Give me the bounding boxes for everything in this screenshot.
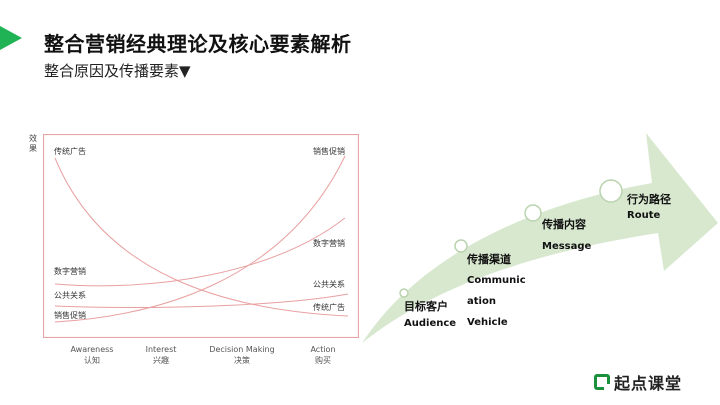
step-dot-message <box>524 204 542 222</box>
stage-decision-making: Decision Making 决策 <box>202 344 282 366</box>
brand-logo: 起点课堂 <box>594 370 682 394</box>
step-audience-cn: 目标客户 <box>404 300 448 313</box>
chart-right-label-public-relations: 公共关系 <box>313 280 345 289</box>
stage-interest-cn: 兴趣 <box>153 356 169 365</box>
stage-interest: Interest 兴趣 <box>121 344 201 366</box>
stage-decision-making-en: Decision Making <box>209 345 275 354</box>
stage-awareness-cn: 认知 <box>84 356 100 365</box>
chart-left-label-traditional-ads: 传统广告 <box>54 147 86 156</box>
stage-decision-making-cn: 决策 <box>234 356 250 365</box>
step-channel-en-line2: ation <box>467 296 496 307</box>
step-message-cn: 传播内容 <box>542 218 586 231</box>
step-route-cn: 行为路径 <box>627 193 671 206</box>
brand-logo-icon <box>594 374 610 390</box>
curve-sales-promotion <box>54 155 346 323</box>
step-channel-en-line1: Communic <box>467 275 526 286</box>
curve-traditional-ads <box>54 157 349 317</box>
stage-awareness: Awareness 认知 <box>52 344 132 366</box>
chart-left-label-public-relations: 公共关系 <box>54 291 86 300</box>
curved-arrow <box>362 133 718 343</box>
step-dot-audience <box>399 288 409 298</box>
curve-public-relations <box>54 293 349 308</box>
step-message-en: Message <box>542 241 592 252</box>
curve-digital-marketing <box>54 217 346 287</box>
stage-awareness-en: Awareness <box>70 345 114 354</box>
chart-right-label-traditional-ads: 传统广告 <box>313 303 345 312</box>
step-channel-en-line3: Vehicle <box>467 317 508 328</box>
step-channel-cn: 传播渠道 <box>467 253 511 266</box>
step-route-en: Route <box>627 210 661 221</box>
step-audience-en: Audience <box>404 318 457 329</box>
brand-logo-text: 起点课堂 <box>614 374 683 393</box>
stage-action-cn: 购买 <box>315 356 331 365</box>
title-marker-triangle <box>0 26 22 50</box>
step-dot-route <box>599 179 623 203</box>
page-title: 整合营销经典理论及核心要素解析 <box>44 32 352 56</box>
chart-y-axis-label: 效果 <box>29 134 37 153</box>
chart-left-label-digital-marketing: 数字营销 <box>54 267 86 276</box>
stage-action-en: Action <box>310 345 336 354</box>
stage-action: Action 购买 <box>283 344 363 366</box>
effect-chart-svg <box>43 134 359 338</box>
stage-interest-en: Interest <box>145 345 177 354</box>
flow-arrow-graphic <box>362 133 718 343</box>
chart-right-label-digital-marketing: 数字营销 <box>313 239 345 248</box>
effect-chart: 传统广告 数字营销 公共关系 销售促销 销售促销 数字营销 公共关系 传统广告 <box>43 134 359 338</box>
chart-left-label-sales-promotion: 销售促销 <box>54 311 86 320</box>
page-subtitle: 整合原因及传播要素▼ <box>44 62 191 80</box>
step-dot-channel <box>454 239 468 253</box>
chart-frame <box>43 134 359 338</box>
chart-right-label-sales-promotion: 销售促销 <box>313 147 345 156</box>
